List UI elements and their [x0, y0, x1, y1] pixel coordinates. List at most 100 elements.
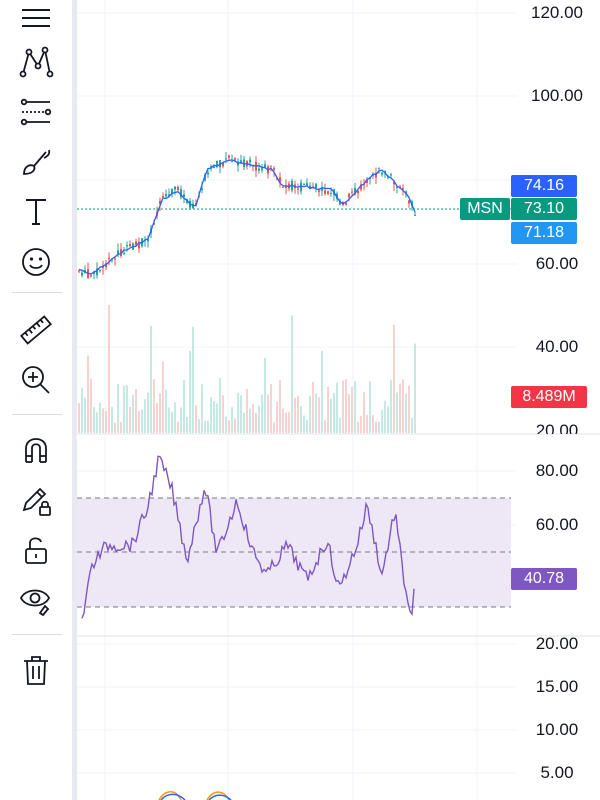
candle-body: [279, 177, 281, 183]
candle-body: [126, 245, 128, 247]
volume-bar: [279, 380, 281, 433]
volume-bar: [255, 412, 257, 433]
candlesticks: [78, 151, 416, 280]
volume-bar: [108, 305, 110, 433]
upper-band-badge: 74.16: [511, 175, 577, 197]
rsi-axis-label: 60.00: [535, 515, 579, 534]
volume-bar: [321, 351, 323, 433]
volume-bar: [198, 419, 200, 433]
candle-body: [168, 194, 170, 197]
unlock-icon[interactable]: [12, 530, 60, 570]
volume-bar: [78, 403, 80, 433]
candle-body: [363, 184, 365, 186]
volume-bar: [189, 351, 191, 433]
magnet-icon[interactable]: [12, 430, 60, 470]
volume-bar: [390, 379, 392, 433]
volume-bar: [393, 324, 395, 433]
candle-body: [327, 191, 329, 194]
volume-bar: [219, 378, 221, 433]
toolbar-divider: [12, 634, 62, 635]
volume-bar: [366, 414, 368, 433]
volume-bar: [351, 386, 353, 433]
volume-bar: [252, 403, 254, 433]
volume-bar: [90, 378, 92, 433]
volume-bar: [360, 415, 362, 433]
candle-body: [297, 188, 299, 190]
volume-bar: [408, 385, 410, 433]
candle-body: [285, 186, 287, 189]
candle-body: [135, 241, 137, 246]
visibility-icon[interactable]: [12, 580, 60, 620]
candle-body: [378, 167, 380, 169]
forecasting-icon[interactable]: [12, 92, 60, 132]
candle-body: [243, 159, 245, 168]
candle-body: [324, 190, 326, 194]
volume-badge: 8.489M: [511, 386, 587, 408]
volume-bar: [405, 393, 407, 433]
candle-body: [375, 172, 377, 178]
volume-bar: [300, 405, 302, 433]
trend-lines-icon[interactable]: [12, 0, 60, 40]
candle-body: [117, 250, 119, 254]
volume-bar: [120, 421, 122, 433]
candle-body: [90, 275, 92, 277]
candle-body: [165, 194, 167, 197]
text-icon[interactable]: [12, 192, 60, 232]
lock-drawing-icon[interactable]: [12, 480, 60, 520]
candle-body: [240, 160, 242, 163]
candle-body: [381, 172, 383, 175]
toolbar-divider: [12, 292, 62, 293]
candle-body: [99, 270, 101, 272]
volume-bar: [414, 343, 416, 433]
volume-bar: [228, 420, 230, 433]
candle-body: [321, 187, 323, 192]
volume-bar: [192, 326, 194, 433]
volume-bar: [186, 416, 188, 433]
candle-body: [273, 168, 275, 170]
volume-bar: [363, 391, 365, 433]
chart-area[interactable]: 120.00 100.00 60.00 40.00 20.00 80.00 60…: [77, 0, 600, 800]
candle-body: [249, 159, 251, 163]
trash-icon[interactable]: [12, 650, 60, 690]
emoji-icon[interactable]: [12, 242, 60, 282]
volume-bar: [396, 392, 398, 433]
price-axis-label: 120.00: [531, 3, 583, 22]
candle-body: [171, 189, 173, 195]
volume-bar: [222, 395, 224, 433]
candle-body: [309, 185, 311, 189]
ruler-icon[interactable]: [12, 310, 60, 350]
candle-body: [345, 202, 347, 205]
chart-canvas[interactable]: [77, 0, 600, 800]
candle-body: [303, 184, 305, 186]
volume-bar: [129, 406, 131, 433]
volume-bar: [135, 388, 137, 433]
volume-bar: [261, 394, 263, 433]
volume-bar: [105, 411, 107, 433]
candle-body: [162, 196, 164, 198]
patterns-icon[interactable]: [12, 42, 60, 82]
candle-body: [231, 161, 233, 163]
candle-body: [78, 270, 80, 272]
volume-bar: [195, 405, 197, 433]
candle-body: [147, 238, 149, 242]
candle-body: [252, 164, 254, 166]
zoom-in-icon[interactable]: [12, 360, 60, 400]
volume-bar: [306, 419, 308, 433]
candle-body: [339, 200, 341, 205]
candle-body: [402, 187, 404, 190]
candle-body: [282, 186, 284, 188]
volume-bar: [282, 408, 284, 433]
candle-body: [357, 190, 359, 194]
volume-bar: [384, 400, 386, 433]
volume-bar: [93, 407, 95, 433]
volume-bar: [399, 383, 401, 433]
candle-body: [111, 259, 113, 261]
volume-bar: [345, 379, 347, 433]
volume-bar: [150, 325, 152, 433]
volume-bar: [264, 357, 266, 433]
brush-icon[interactable]: [12, 142, 60, 182]
volume-bar: [204, 420, 206, 433]
candle-body: [408, 200, 410, 204]
symbol-badge[interactable]: MSN: [460, 198, 510, 220]
candle-body: [261, 168, 263, 171]
